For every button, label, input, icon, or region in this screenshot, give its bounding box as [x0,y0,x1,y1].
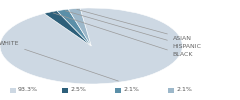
Text: 2.1%: 2.1% [124,87,139,92]
Wedge shape [57,9,91,46]
Bar [115,88,121,93]
Text: ASIAN: ASIAN [77,9,192,41]
Text: 2.1%: 2.1% [176,87,192,92]
Wedge shape [0,8,182,84]
Bar [168,88,174,93]
Text: 93.3%: 93.3% [18,87,38,92]
Bar [10,88,16,93]
Text: BLACK: BLACK [53,13,193,57]
Wedge shape [68,8,91,46]
Text: 2.5%: 2.5% [71,87,87,92]
Bar [62,88,68,93]
Text: WHITE: WHITE [0,42,118,81]
Text: HISPANIC: HISPANIC [65,11,202,48]
Wedge shape [44,11,91,46]
